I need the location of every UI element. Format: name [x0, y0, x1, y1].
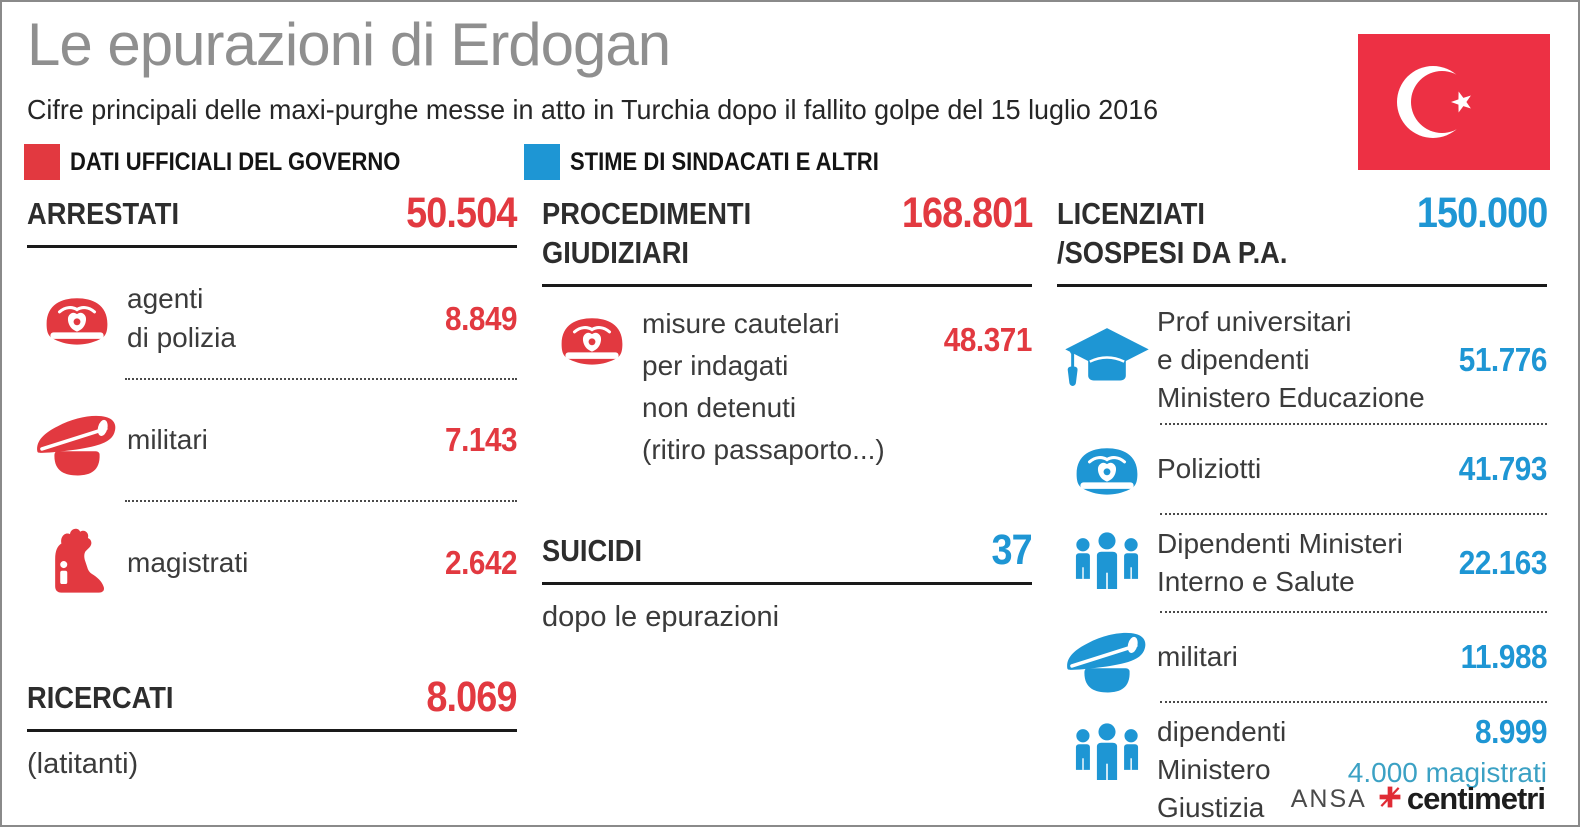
- legend: DATI UFFICIALI DEL GOVERNO STIME DI SIND…: [24, 144, 1124, 182]
- dotted-divider: [125, 500, 517, 503]
- section-title: ARRESTATI: [27, 196, 180, 231]
- military-cap-icon: [1057, 620, 1157, 694]
- blue-swatch: [524, 144, 560, 180]
- police-cap-icon: [1057, 439, 1157, 500]
- section-header-suicidi: SUICIDI 37: [542, 526, 1033, 586]
- dotted-divider: [1160, 513, 1547, 516]
- section-suicidi: SUICIDI 37 dopo le epurazioni: [542, 526, 1033, 634]
- row-value-stack: 8.999 4.000 magistrati: [1347, 713, 1548, 789]
- dotted-divider: [1160, 701, 1547, 704]
- page-title: Le epurazioni di Erdogan: [27, 11, 671, 78]
- row-subvalue: 4.000 magistrati: [1347, 757, 1547, 789]
- police-cap-icon: [27, 289, 127, 350]
- section-title: LICENZIATI /SOSPESI DA P.A.: [1057, 196, 1288, 271]
- row-value: 22.163: [1458, 544, 1548, 582]
- row-value: 7.143: [444, 421, 518, 459]
- row-label: misure cautelari per indagati non detenu…: [642, 308, 885, 466]
- row-militari-licenziati: militari 11.988: [1057, 613, 1547, 701]
- legend-estimates-label: STIME DI SINDACATI E ALTRI: [570, 147, 879, 176]
- section-title: PROCEDIMENTI GIUDIZIARI: [542, 196, 752, 271]
- graduation-cap-icon: [1057, 323, 1157, 397]
- section-note: (latitanti): [27, 748, 139, 781]
- row-dipendenti-giustizia: dipendenti Ministero Giustizia 8.999 4.0…: [1057, 713, 1548, 825]
- column-procedimenti: PROCEDIMENTI GIUDIZIARI 168.801 misure c…: [542, 189, 1033, 634]
- red-swatch: [24, 144, 60, 180]
- row-poliziotti: Poliziotti 41.793: [1057, 425, 1547, 513]
- column-licenziati: LICENZIATI /SOSPESI DA P.A. 150.000 Prof…: [1057, 189, 1548, 825]
- ansa-logo: ANSA: [1290, 784, 1367, 813]
- section-value: 8.069: [426, 673, 518, 722]
- row-magistrati: magistrati 2.642: [27, 502, 517, 624]
- column-arrestati: ARRESTATI 50.504 agenti di polizia 8.849: [27, 189, 518, 781]
- row-label: dipendenti Ministero Giustizia: [1157, 716, 1287, 823]
- centimetri-logo: centimetri: [1406, 781, 1546, 816]
- credits: ANSA centimetri: [1290, 781, 1546, 817]
- dotted-divider: [1160, 611, 1547, 614]
- row-agenti-di-polizia: agenti di polizia 8.849: [27, 260, 517, 378]
- row-value: 2.642: [444, 544, 518, 582]
- military-cap-icon: [27, 403, 127, 477]
- row-label: militari: [1157, 641, 1238, 673]
- row-dipendenti-ministeri: Dipendenti Ministeri Interno e Salute 22…: [1057, 515, 1547, 611]
- row-label: magistrati: [127, 546, 249, 578]
- people-icon: [1057, 721, 1157, 787]
- page-subtitle: Cifre principali delle maxi-purghe messe…: [27, 94, 1159, 125]
- row-label: militari: [127, 423, 208, 455]
- centimetri-cross-icon: [1377, 784, 1403, 815]
- row-value: 8.999: [1474, 713, 1548, 751]
- row-value: 48.371: [943, 321, 1033, 359]
- turkey-flag-icon: [1358, 34, 1550, 170]
- row-label: agenti di polizia: [127, 283, 236, 354]
- section-value: 37: [991, 526, 1033, 575]
- section-header-arrestati: ARRESTATI 50.504: [27, 189, 518, 249]
- section-header-licenziati: LICENZIATI /SOSPESI DA P.A. 150.000: [1057, 189, 1548, 288]
- dotted-divider: [1160, 423, 1547, 426]
- legend-item-official: DATI UFFICIALI DEL GOVERNO: [24, 144, 445, 180]
- legend-official-label: DATI UFFICIALI DEL GOVERNO: [70, 147, 401, 176]
- row-value: 11.988: [1460, 638, 1547, 676]
- dotted-divider: [125, 378, 517, 381]
- legend-item-estimates: STIME DI SINDACATI E ALTRI: [524, 144, 921, 180]
- row-label: Dipendenti Ministeri Interno e Salute: [1157, 528, 1403, 598]
- row-value: 41.793: [1458, 450, 1548, 488]
- section-value: 150.000: [1416, 189, 1548, 237]
- people-icon: [1057, 530, 1157, 596]
- section-title: SUICIDI: [542, 533, 643, 569]
- magistrate-icon: [27, 519, 127, 607]
- police-cap-icon: [542, 309, 642, 370]
- row-label: Poliziotti: [1157, 453, 1262, 485]
- section-header-ricercati: RICERCATI 8.069: [27, 673, 518, 733]
- section-ricercati: RICERCATI 8.069 (latitanti): [27, 673, 518, 781]
- section-value: 168.801: [901, 189, 1033, 237]
- row-prof-universitari: Prof universitari e dipendenti Ministero…: [1057, 297, 1547, 423]
- row-label: Prof universitari e dipendenti Ministero…: [1157, 306, 1425, 413]
- section-value: 50.504: [406, 189, 518, 237]
- row-militari: militari 7.143: [27, 380, 517, 500]
- section-note: dopo le epurazioni: [542, 601, 780, 634]
- row-value: 8.849: [444, 300, 518, 338]
- row-misure-cautelari: misure cautelari per indagati non detenu…: [542, 303, 1032, 471]
- section-header-procedimenti: PROCEDIMENTI GIUDIZIARI 168.801: [542, 189, 1033, 288]
- row-value: 51.776: [1458, 341, 1548, 379]
- section-title: RICERCATI: [27, 680, 174, 716]
